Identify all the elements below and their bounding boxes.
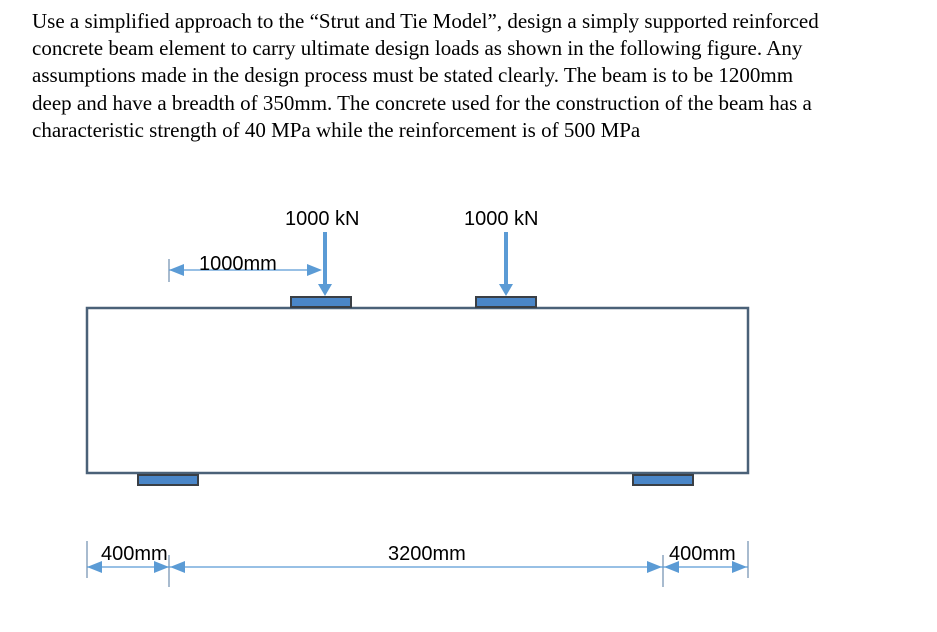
load-arrow-right <box>499 232 513 296</box>
right-overhang-label: 400mm <box>669 543 736 565</box>
span-label: 3200mm <box>388 543 466 565</box>
problem-line: concrete beam element to carry ultimate … <box>32 36 803 61</box>
problem-line: Use a simplified approach to the “Strut … <box>32 9 819 33</box>
load-offset-label: 1000mm <box>199 253 277 275</box>
load-label-left: 1000 kN <box>285 208 360 230</box>
load-arrow-left <box>318 232 332 296</box>
load-plate-left <box>290 296 352 308</box>
support-plate-left <box>137 474 199 486</box>
load-plate-right <box>475 296 537 308</box>
beam <box>85 306 750 475</box>
left-overhang-label: 400mm <box>101 543 168 565</box>
bottom-dimension <box>86 541 749 587</box>
support-plate-right <box>632 474 694 486</box>
problem-line: characteristic strength of 40 MPa while … <box>32 117 641 142</box>
load-label-right: 1000 kN <box>464 208 539 230</box>
problem-line: deep and have a breadth of 350mm. The co… <box>32 90 812 115</box>
problem-line: assumptions made in the design process m… <box>32 63 794 88</box>
problem-statement: Use a simplified approach to the “Strut … <box>32 8 912 144</box>
load-offset-dimension <box>168 259 322 282</box>
